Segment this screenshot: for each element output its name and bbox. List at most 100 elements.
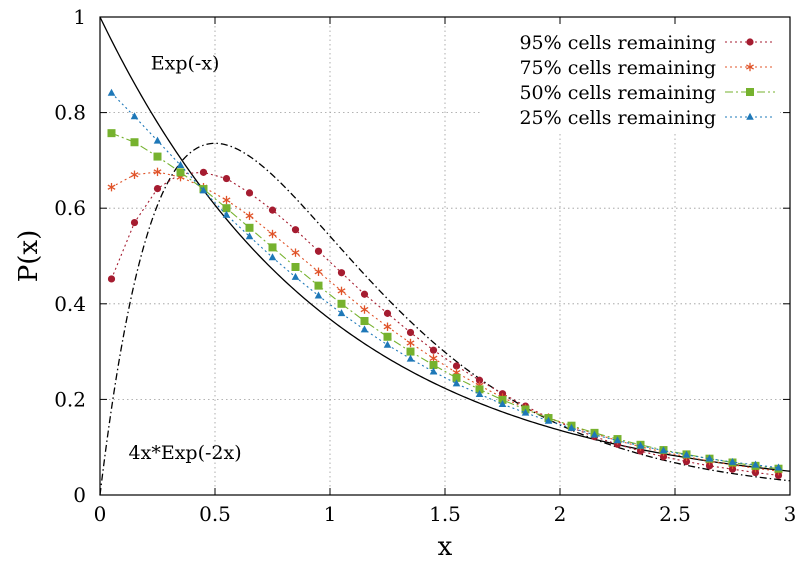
data-point (360, 317, 369, 326)
data-point (360, 325, 369, 333)
data-point (314, 281, 323, 290)
star-stroke (130, 172, 139, 178)
legend-marker (746, 112, 754, 120)
x-tick-label: 0.5 (199, 502, 231, 526)
data-point (475, 376, 484, 384)
data-point (406, 347, 415, 356)
y-tick-label: 1 (73, 5, 86, 29)
series-2 (107, 167, 783, 476)
star-stroke (314, 269, 323, 275)
data-point (153, 136, 162, 144)
x-tick-label: 0 (94, 502, 107, 526)
data-point (705, 462, 714, 470)
data-point (245, 232, 254, 240)
legend-label: 75% cells remaining (519, 57, 716, 79)
legend-marker (746, 88, 754, 96)
data-point (153, 152, 162, 161)
star-stroke (291, 249, 300, 256)
four-x-exp-curve (99, 142, 791, 496)
legend-background (480, 26, 780, 132)
grid (100, 17, 790, 495)
data-point (153, 185, 162, 193)
data-point (268, 243, 277, 252)
data-point (130, 218, 139, 227)
series-4 (107, 88, 783, 471)
x-tick-label: 3 (784, 502, 797, 526)
data-point (682, 450, 691, 458)
tick-labels: 0 0.5 1 1.5 2 2.5 3 0 0.2 0.4 0.6 0.8 1 (54, 5, 796, 526)
axis-ticks (99, 16, 791, 496)
y-tick-label: 0.4 (54, 292, 86, 316)
data-point (176, 168, 185, 177)
data-point (130, 138, 139, 147)
data-point (406, 338, 415, 348)
data-point (130, 170, 139, 179)
data-point (245, 223, 254, 232)
x-tick-label: 1.5 (429, 502, 461, 526)
data-point (222, 204, 231, 213)
data-point (153, 167, 162, 177)
exp-curve (99, 16, 791, 472)
x-tick-label: 2.5 (659, 502, 691, 526)
data-point (107, 129, 116, 138)
data-point (452, 362, 461, 370)
data-point (383, 332, 392, 341)
data-point (774, 471, 783, 480)
data-point (728, 465, 737, 473)
y-tick-label: 0 (73, 483, 86, 507)
data-point (659, 446, 668, 454)
y-tick-label: 0.8 (54, 101, 86, 125)
y-tick-label: 0.6 (54, 196, 86, 220)
data-point (107, 88, 116, 96)
data-point (199, 186, 208, 194)
reference-curves (99, 16, 791, 496)
data-point (222, 210, 231, 218)
star-stroke (746, 64, 754, 70)
data-point (475, 385, 484, 394)
data-point (222, 195, 231, 205)
legend-marker (746, 62, 754, 72)
annotation-4x-exp: 4x*Exp(-2x) (129, 442, 242, 464)
legend-label: 95% cells remaining (519, 32, 716, 54)
data-point (337, 286, 346, 296)
data-point (291, 272, 300, 280)
data-point (429, 346, 438, 354)
data-point (130, 112, 139, 120)
data-point (360, 290, 369, 298)
data-point (107, 182, 116, 192)
data-point (429, 367, 438, 375)
data-point (774, 463, 783, 471)
data-point (728, 457, 737, 465)
data-point (245, 189, 254, 197)
data-point (429, 360, 438, 369)
data-point (521, 408, 530, 416)
x-axis-label: x (438, 532, 453, 562)
data-point (291, 226, 300, 234)
annotation-exp: Exp(-x) (151, 52, 220, 74)
data-point (383, 340, 392, 348)
data-point (613, 436, 622, 444)
data-point (751, 468, 760, 477)
data-point (751, 460, 760, 468)
data-point (314, 267, 323, 276)
y-axis-label: P(x) (14, 230, 44, 282)
data-point (406, 328, 415, 337)
legend-label: 25% cells remaining (519, 107, 716, 129)
star-stroke (153, 169, 162, 175)
star-stroke (268, 231, 277, 237)
legend: 95% cells remaining 75% cells remaining 50… (480, 26, 780, 132)
data-point (636, 447, 645, 455)
data-point (176, 160, 185, 168)
star-stroke (406, 340, 415, 346)
data-point (636, 441, 645, 449)
data-point (268, 253, 277, 261)
data-point (544, 416, 553, 424)
data-point (314, 291, 323, 299)
series-line (111, 171, 779, 472)
data-point (107, 275, 116, 283)
data-point (567, 423, 576, 431)
data-point (291, 248, 300, 257)
star-stroke (360, 306, 369, 313)
y-tick-label: 0.2 (54, 387, 86, 411)
x-tick-label: 2 (554, 502, 567, 526)
